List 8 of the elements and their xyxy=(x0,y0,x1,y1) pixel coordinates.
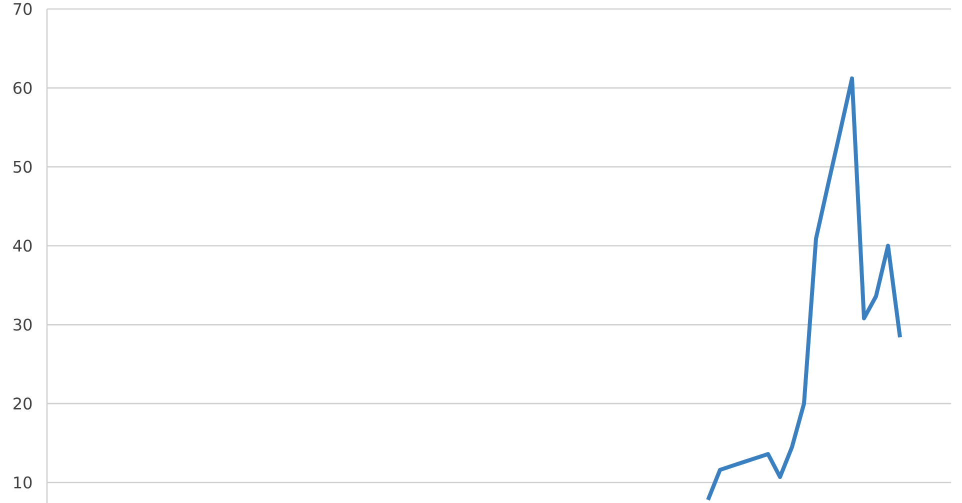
y-tick-label: 70 xyxy=(14,2,32,16)
y-tick-label: 10 xyxy=(14,476,32,489)
line-series xyxy=(706,76,902,502)
y-tick-label: 20 xyxy=(14,398,32,410)
y-tick-label: 30 xyxy=(14,318,32,331)
y-tick-label: 40 xyxy=(13,240,32,252)
y-tick-label: 50 xyxy=(14,160,32,173)
y-tick-label: 60 xyxy=(13,82,32,94)
